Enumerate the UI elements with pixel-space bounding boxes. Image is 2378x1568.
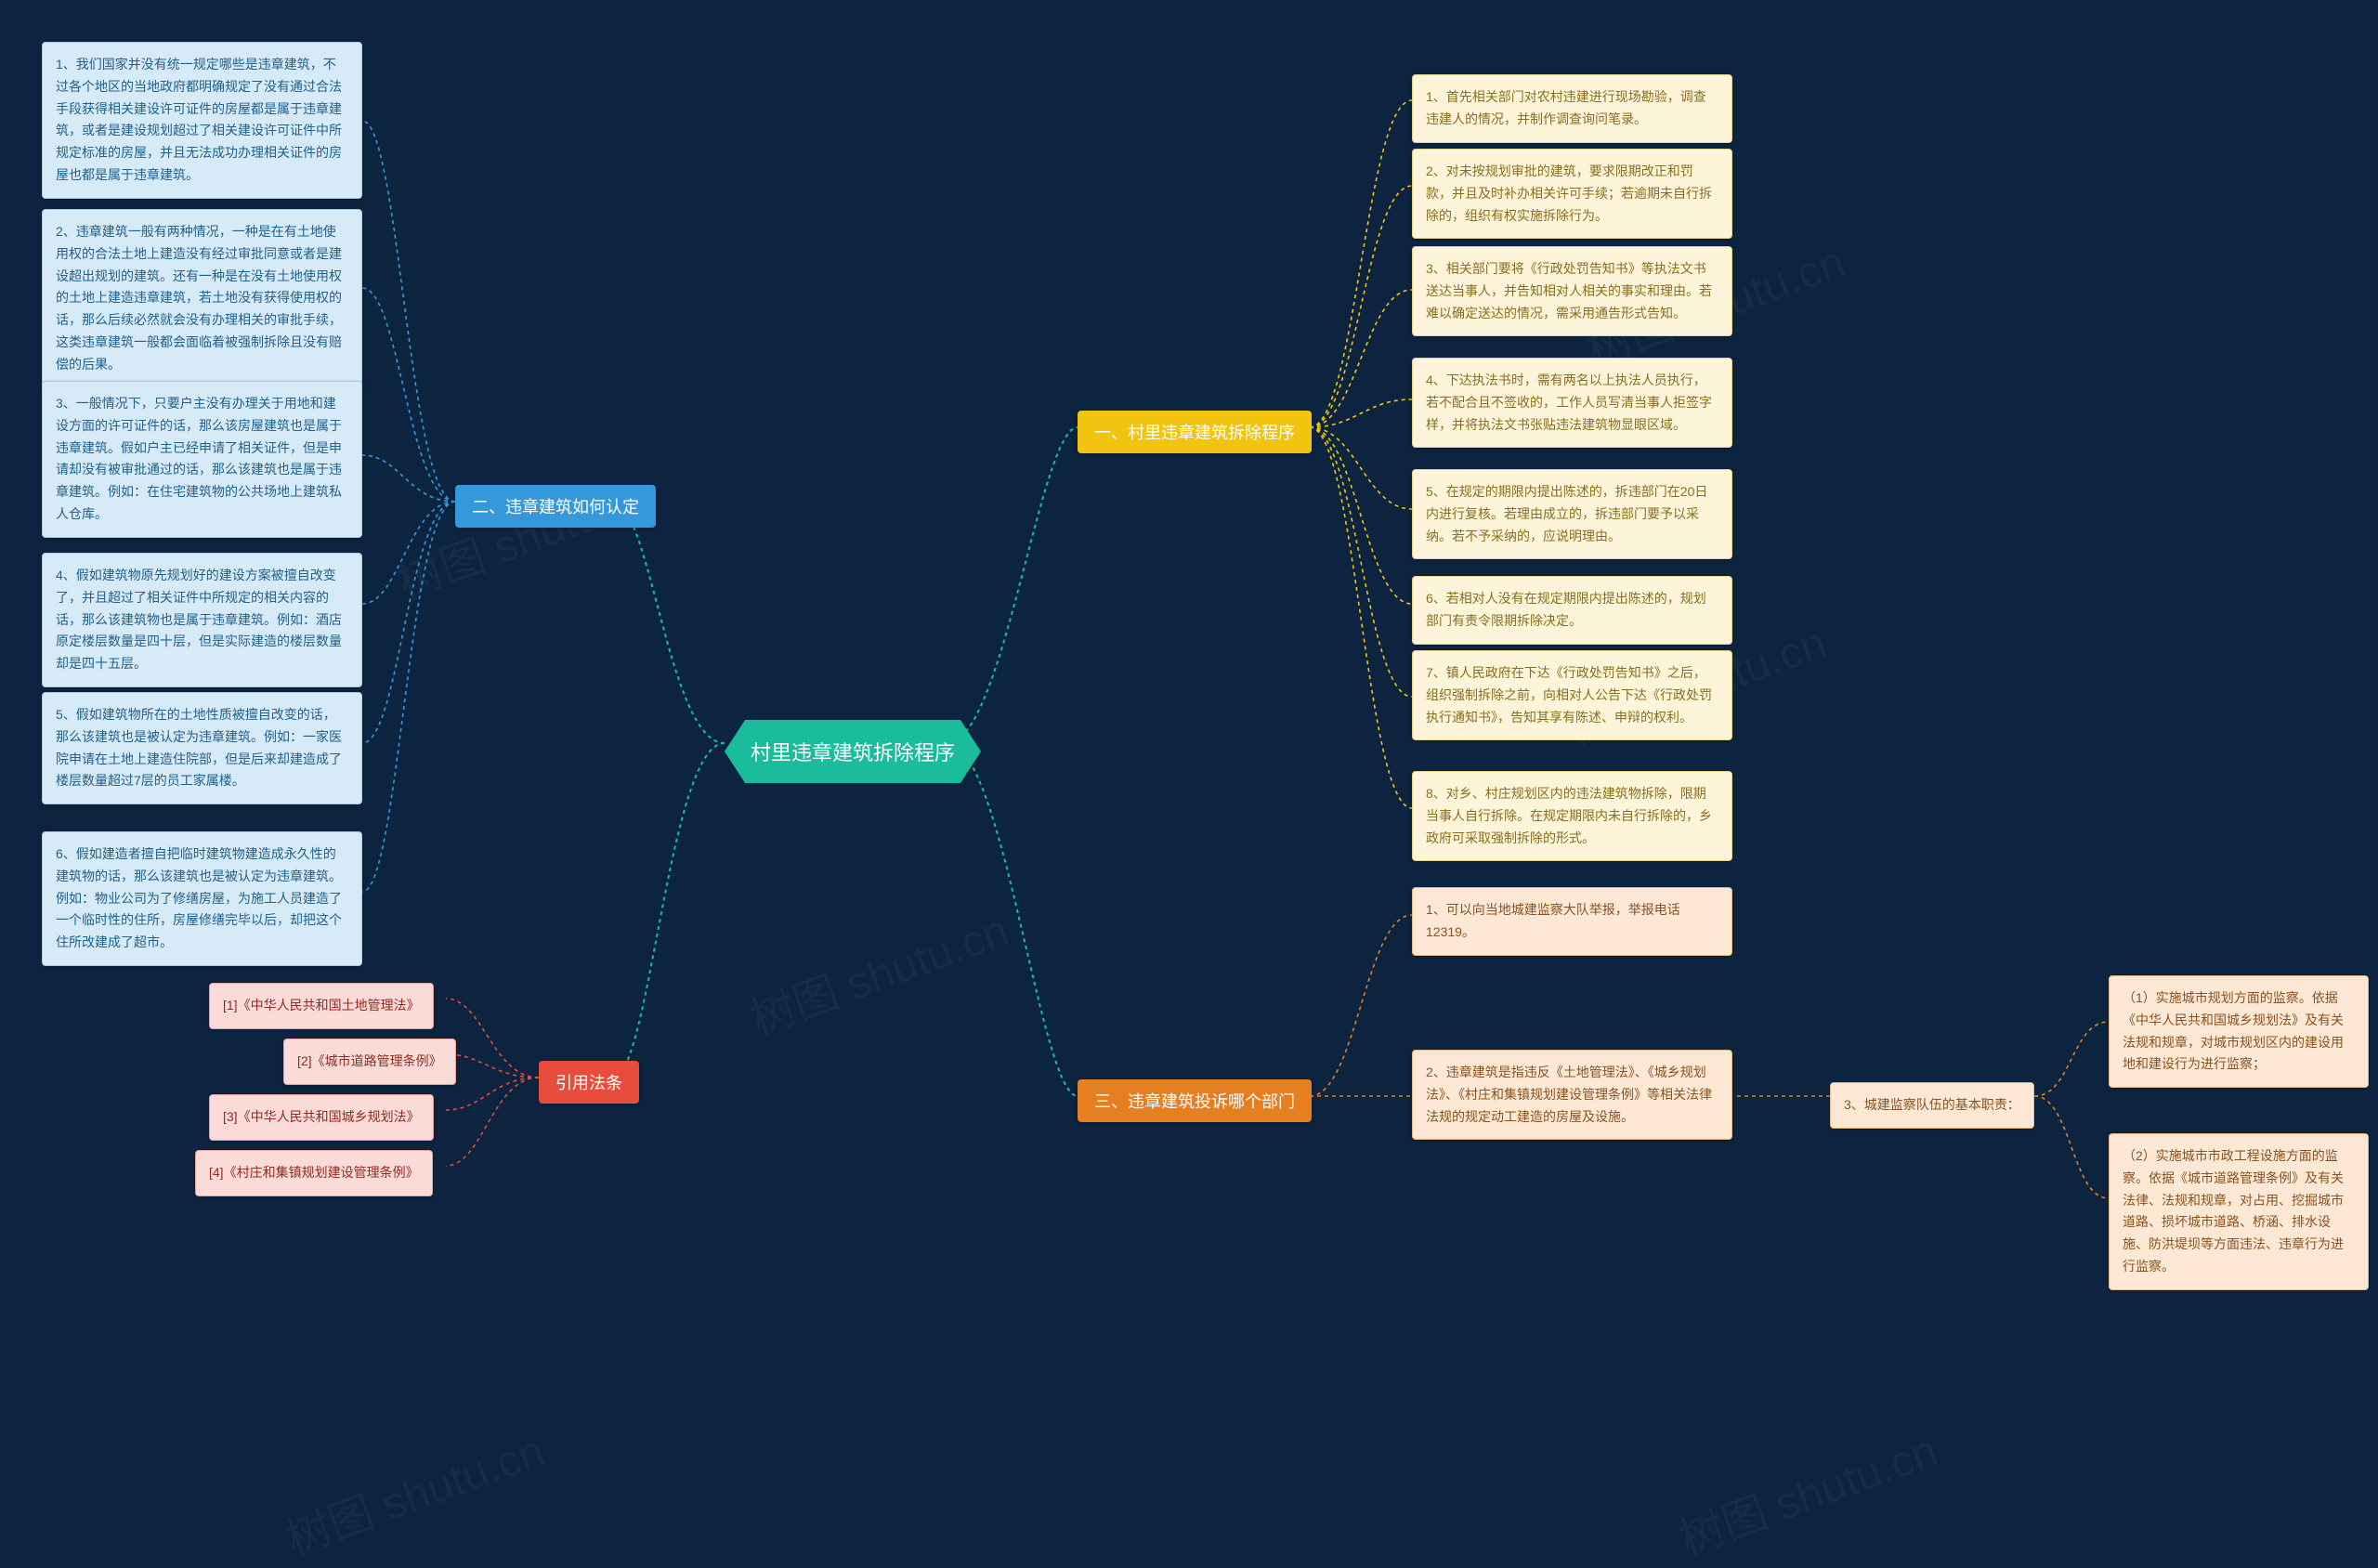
b3-sub-item-1: （1）实施城市规划方面的监察。依据《中华人民共和国城乡规划法》及有关法规和规章，… (2109, 975, 2369, 1088)
branch-complaint-department: 三、违章建筑投诉哪个部门 (1078, 1079, 1312, 1122)
b3-sub-title: 3、城建监察队伍的基本职责： (1830, 1082, 2034, 1129)
b2-item-6: 6、假如建造者擅自把临时建筑物建造成永久性的建筑物的话，那么该建筑也是被认定为违… (42, 831, 362, 966)
b2-item-1: 1、我们国家并没有统一规定哪些是违章建筑，不过各个地区的当地政府都明确规定了没有… (42, 42, 362, 199)
b1-item-4: 4、下达执法书时，需有两名以上执法人员执行，若不配合且不签收的，工作人员写清当事… (1412, 358, 1732, 448)
b4-item-1: [1]《中华人民共和国土地管理法》 (209, 983, 434, 1029)
watermark: 树图 shutu.cn (740, 894, 1016, 1047)
b4-item-4: [4]《村庄和集镇规划建设管理条例》 (195, 1150, 433, 1196)
b3-item-1: 1、可以向当地城建监察大队举报，举报电话12319。 (1412, 887, 1732, 956)
b2-item-4: 4、假如建筑物原先规划好的建设方案被擅自改变了，并且超过了相关证件中所规定的相关… (42, 553, 362, 687)
b1-item-3: 3、相关部门要将《行政处罚告知书》等执法文书送达当事人，并告知相对人相关的事实和… (1412, 246, 1732, 336)
watermark: 树图 shutu.cn (1669, 1414, 1945, 1567)
branch-identification: 二、违章建筑如何认定 (455, 485, 656, 528)
b1-item-1: 1、首先相关部门对农村违建进行现场勘验，调查违建人的情况，并制作调查询问笔录。 (1412, 74, 1732, 143)
watermark: 树图 shutu.cn (276, 1414, 552, 1567)
b4-item-2: [2]《城市道路管理条例》 (283, 1039, 456, 1085)
b2-item-2: 2、违章建筑一般有两种情况，一种是在有土地使用权的合法土地上建造没有经过审批同意… (42, 209, 362, 388)
b2-item-5: 5、假如建筑物所在的土地性质被擅自改变的话，那么该建筑也是被认定为违章建筑。例如… (42, 692, 362, 804)
b1-item-5: 5、在规定的期限内提出陈述的，拆违部门在20日内进行复核。若理由成立的，拆违部门… (1412, 469, 1732, 559)
b4-item-3: [3]《中华人民共和国城乡规划法》 (209, 1094, 434, 1141)
b1-item-7: 7、镇人民政府在下达《行政处罚告知书》之后，组织强制拆除之前，向相对人公告下达《… (1412, 650, 1732, 740)
branch-citations: 引用法条 (539, 1061, 639, 1104)
b1-item-8: 8、对乡、村庄规划区内的违法建筑物拆除，限期当事人自行拆除。在规定期限内未自行拆… (1412, 771, 1732, 861)
root-node: 村里违章建筑拆除程序 (725, 720, 981, 783)
b1-item-6: 6、若相对人没有在规定期限内提出陈述的，规划部门有责令限期拆除决定。 (1412, 576, 1732, 645)
branch-demolition-procedure: 一、村里违章建筑拆除程序 (1078, 411, 1312, 453)
b3-item-2: 2、违章建筑是指违反《土地管理法》、《城乡规划法》、《村庄和集镇规划建设管理条例… (1412, 1050, 1732, 1140)
b1-item-2: 2、对未按规划审批的建筑，要求限期改正和罚款，并且及时补办相关许可手续；若逾期未… (1412, 149, 1732, 239)
b3-sub-item-2: （2）实施城市市政工程设施方面的监察。依据《城市道路管理条例》及有关法律、法规和… (2109, 1133, 2369, 1290)
watermark: 树图 shutu.cn (387, 457, 663, 610)
b2-item-3: 3、一般情况下，只要户主没有办理关于用地和建设方面的许可证件的话，那么该房屋建筑… (42, 381, 362, 538)
